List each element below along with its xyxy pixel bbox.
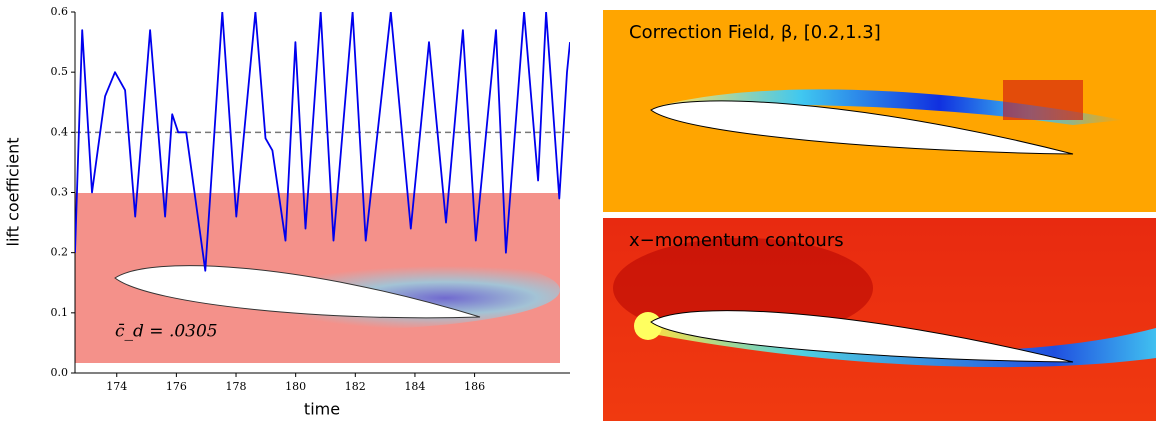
y-axis-label: lift coefficient	[4, 138, 23, 247]
inset-image: c̄_d = .0305	[75, 193, 560, 363]
line-series	[75, 12, 570, 272]
x-tick-label: 180	[285, 380, 306, 393]
x-tick-label: 184	[404, 380, 425, 393]
y-tick-label: 0.3	[51, 186, 69, 199]
x-tick-label: 186	[464, 380, 485, 393]
y-tick-label: 0.6	[51, 5, 69, 18]
x-tick-label: 178	[226, 380, 247, 393]
panel-title: x−momentum contours	[629, 230, 844, 251]
correction-field-panel: Correction Field, β, [0.2,1.3]	[603, 10, 1156, 212]
x-tick-label: 182	[345, 380, 366, 393]
x-tick-label: 176	[166, 380, 187, 393]
y-tick-label: 0.1	[51, 306, 69, 319]
y-tick-label: 0.0	[51, 366, 69, 379]
annotation: c̄_d = .0305	[115, 322, 218, 342]
field-image	[650, 80, 1123, 155]
y-tick-label: 0.5	[51, 65, 69, 78]
x-axis-label: time	[304, 400, 340, 419]
y-tick-label: 0.2	[51, 246, 69, 259]
momentum-panel: x−momentum contours	[603, 218, 1156, 421]
field-image	[613, 238, 1156, 368]
panel-title: Correction Field, β, [0.2,1.3]	[629, 22, 881, 43]
plot-area	[75, 12, 570, 272]
y-tick-label: 0.4	[51, 125, 69, 138]
x-tick-label: 174	[106, 380, 127, 393]
chart: c̄_d = .0305 lift coefficient time 0.0 0.…	[4, 5, 570, 419]
